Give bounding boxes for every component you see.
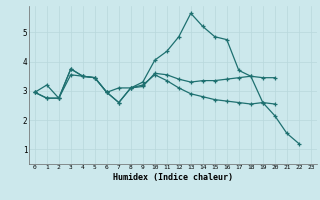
X-axis label: Humidex (Indice chaleur): Humidex (Indice chaleur): [113, 173, 233, 182]
